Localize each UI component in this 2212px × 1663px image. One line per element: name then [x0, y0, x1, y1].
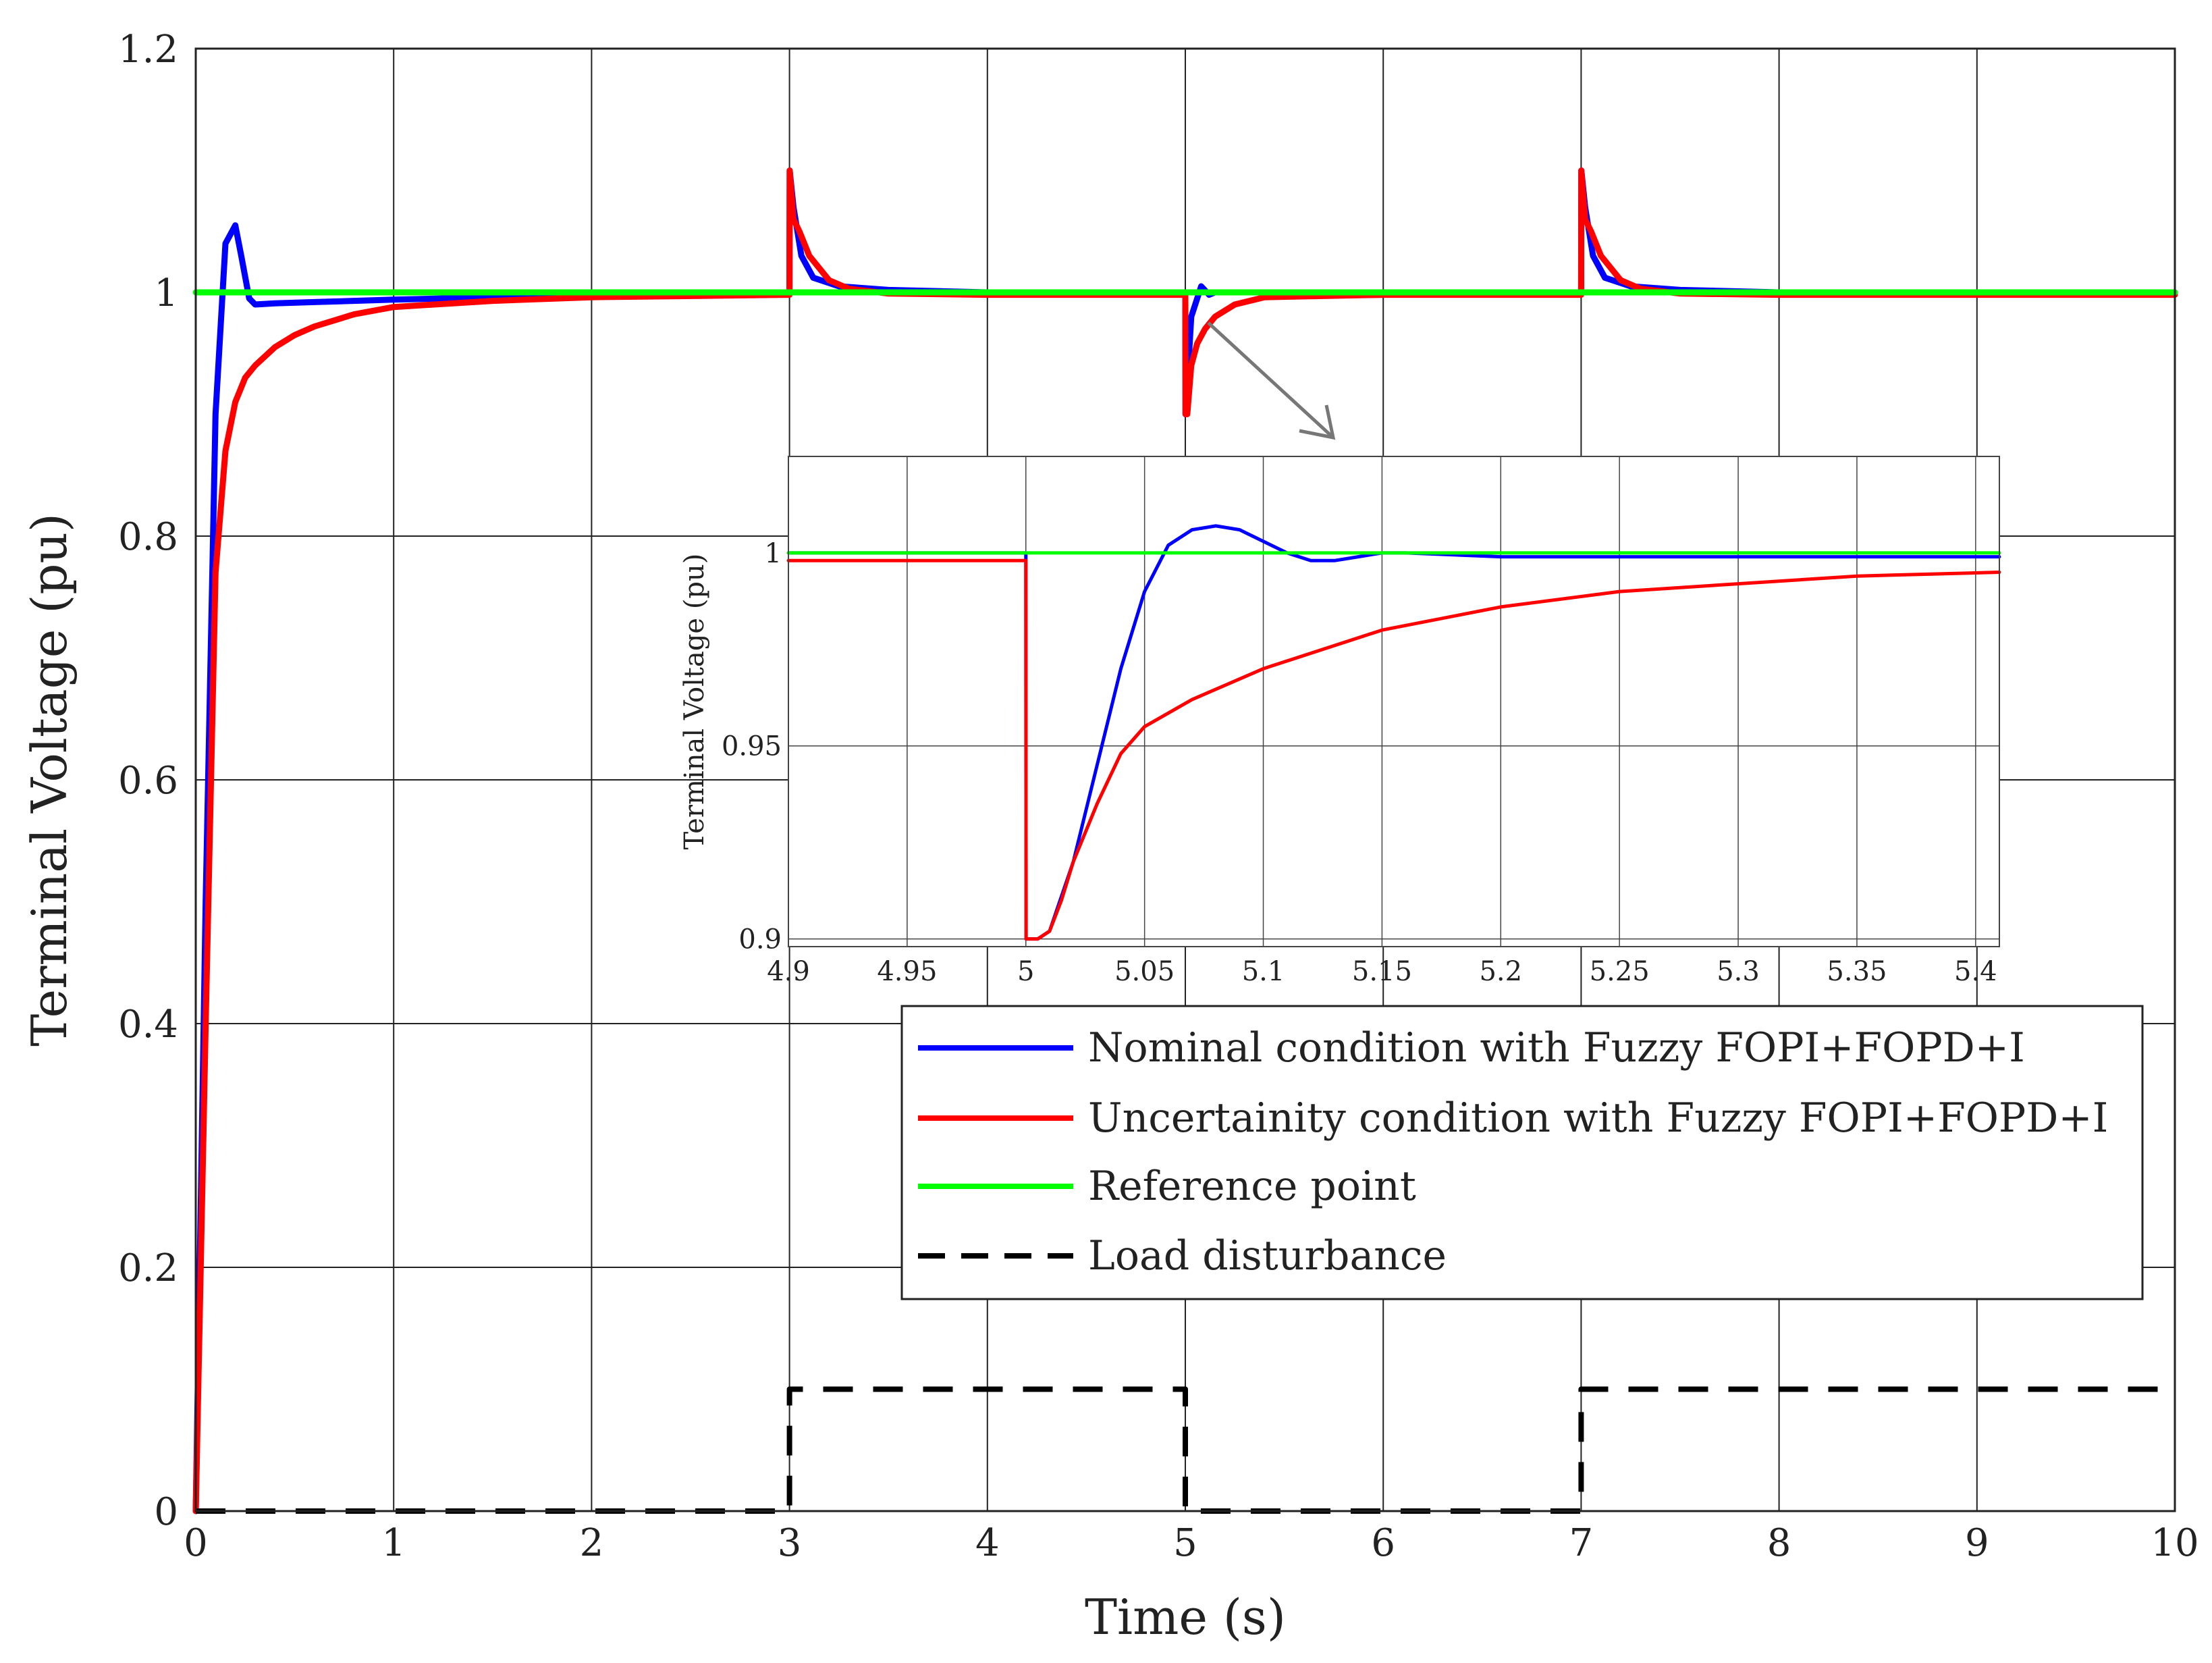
- inset-plot-frame: [788, 456, 2000, 947]
- inset-x-tick-label-3: 5.05: [1114, 956, 1175, 987]
- main-x-tick-label-5: 5: [1173, 1521, 1197, 1565]
- inset-plot: 4.9 4.95 5 5.05 5.1 5.15 5.2 5.25 5.3 5.35 5.4 0.9 0…: [679, 456, 2001, 987]
- main-tick-labels: 0 1 2 3 4 5 6 7 8 9 10 0 0.2 0.4 0.6 0.8 1 1.2: [118, 28, 2199, 1565]
- inset-x-tick-label-2: 5: [1017, 956, 1034, 987]
- inset-x-tick-label-1: 4.95: [877, 956, 937, 987]
- inset-x-tick-label-8: 5.3: [1717, 956, 1760, 987]
- legend-label-reference: Reference point: [1088, 1163, 1416, 1210]
- main-y-tick-label-5: 1: [154, 271, 178, 315]
- inset-tick-labels: 4.9 4.95 5 5.05 5.1 5.15 5.2 5.25 5.3 5.35 5.4 0.9 0…: [722, 538, 1997, 987]
- legend-label-uncertainty: Uncertainity condition with Fuzzy FOPI+F…: [1088, 1094, 2108, 1142]
- main-x-tick-label-4: 4: [975, 1521, 1000, 1565]
- inset-x-tick-label-10: 5.4: [1954, 956, 1997, 987]
- inset-x-tick-label-9: 5.35: [1827, 956, 1887, 987]
- main-series-group: [192, 167, 2178, 1514]
- inset-y-tick-label-2: 1: [765, 538, 782, 569]
- main-x-tick-label-3: 3: [778, 1521, 802, 1565]
- main-y-tick-label-1: 0.2: [118, 1246, 178, 1290]
- main-x-axis-label: Time (s): [1085, 1589, 1286, 1645]
- main-x-tick-label-6: 6: [1371, 1521, 1395, 1565]
- inset-x-tick-label-4: 5.1: [1242, 956, 1285, 987]
- legend: Nominal condition with Fuzzy FOPI+FOPD+I…: [900, 1005, 2144, 1300]
- legend-entry-uncertainty: Uncertainity condition with Fuzzy FOPI+F…: [918, 1094, 2108, 1142]
- legend-entry-nominal: Nominal condition with Fuzzy FOPI+FOPD+I: [918, 1024, 2025, 1072]
- main-y-tick-label-2: 0.4: [118, 1003, 178, 1047]
- legend-box: [900, 1005, 2144, 1300]
- inset-background: [788, 456, 1999, 947]
- inset-y-tick-label-0: 0.9: [738, 924, 782, 955]
- legend-label-load-disturbance: Load disturbance: [1088, 1232, 1447, 1279]
- inset-x-tick-label-7: 5.25: [1590, 956, 1650, 987]
- inset-x-tick-label-6: 5.2: [1479, 956, 1522, 987]
- legend-entry-load-disturbance: Load disturbance: [918, 1232, 1447, 1279]
- main-y-tick-label-4: 0.8: [118, 515, 178, 559]
- main-x-tick-label-2: 2: [580, 1521, 604, 1565]
- main-y-tick-label-0: 0: [154, 1490, 178, 1534]
- zoom-arrow-icon: [1207, 321, 1336, 440]
- main-plot-frame: [194, 47, 2176, 1512]
- inset-series-group: [786, 524, 2001, 941]
- main-y-axis-label: Terminal Voltage (pu): [21, 513, 78, 1047]
- inset-y-tick-label-1: 0.95: [722, 731, 782, 762]
- main-x-tick-label-0: 0: [184, 1521, 208, 1565]
- inset-x-tick-label-0: 4.9: [767, 956, 810, 987]
- main-x-tick-label-9: 9: [1965, 1521, 1989, 1565]
- main-y-tick-label-3: 0.6: [118, 759, 178, 803]
- legend-label-nominal: Nominal condition with Fuzzy FOPI+FOPD+I: [1088, 1024, 2025, 1072]
- inset-x-tick-label-5: 5.15: [1352, 956, 1412, 987]
- legend-entry-reference: Reference point: [918, 1163, 1416, 1210]
- main-y-tick-label-6: 1.2: [118, 28, 178, 72]
- main-x-tick-label-1: 1: [381, 1521, 406, 1565]
- inset-series-uncertainity-condition: [786, 558, 2001, 941]
- main-x-tick-label-10: 10: [2151, 1521, 2198, 1565]
- main-x-tick-label-7: 7: [1569, 1521, 1594, 1565]
- main-x-tick-label-8: 8: [1767, 1521, 1791, 1565]
- main-series-load-disturbance: [196, 1386, 2175, 1514]
- inset-y-axis-label: Terminal Voltage (pu): [679, 554, 710, 850]
